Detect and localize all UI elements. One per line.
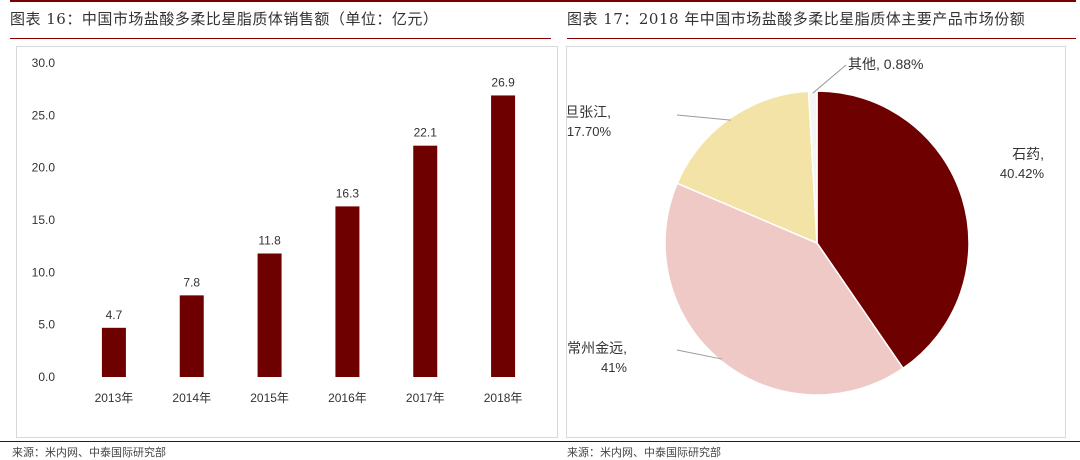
leader-line — [676, 114, 731, 121]
x-tick-label: 2017年 — [406, 391, 445, 405]
x-tick-label: 2018年 — [484, 391, 523, 405]
y-tick-label: 20.0 — [32, 161, 56, 175]
bar — [335, 206, 360, 377]
data-label: 11.8 — [258, 233, 281, 247]
slice-label: 石药, — [1012, 146, 1044, 162]
slice-percent: 17.70% — [567, 124, 611, 139]
slice-label: 其他, 0.88% — [848, 56, 923, 72]
bar-chart: 0.0 5.0 10.0 15.0 20.0 25.0 30.0 4.7 2013年 7.8 201… — [32, 56, 523, 405]
bar — [101, 327, 126, 377]
figure-16-title: 图表 16：中国市场盐酸多柔比星脂质体销售额（单位：亿元） — [10, 10, 439, 28]
x-tick-label: 2014年 — [172, 391, 211, 405]
pie-slice — [676, 90, 818, 245]
x-tick-label: 2015年 — [250, 391, 289, 405]
bottom-rule — [0, 441, 1080, 442]
y-tick-label: 30.0 — [32, 56, 56, 70]
data-label: 26.9 — [491, 75, 515, 89]
pie-slice — [664, 182, 905, 396]
slice-percent: 41% — [601, 360, 627, 375]
top-rule — [10, 0, 1076, 2]
slice-percent: 40.42% — [1000, 166, 1045, 181]
data-label: 22.1 — [414, 126, 438, 140]
source-left: 来源：米内网、中泰国际研究部 — [12, 446, 166, 459]
title-rule-left — [10, 38, 551, 39]
y-tick-label: 25.0 — [32, 108, 56, 122]
data-label: 7.8 — [183, 275, 200, 289]
pie-slice — [807, 90, 818, 244]
x-tick-label: 2013年 — [95, 391, 134, 405]
y-tick-label: 10.0 — [32, 265, 56, 279]
x-tick-label: 2016年 — [328, 391, 367, 405]
title-rule-right — [567, 38, 1076, 39]
pie-chart-panel: 石药, 40.42% 常州金远, 41% 复旦张江, 17.70% 其他, 0.88% — [551, 46, 1066, 438]
bar — [413, 145, 438, 377]
leader-line — [812, 64, 847, 94]
slice-label: 常州金远, — [567, 340, 627, 356]
data-label: 16.3 — [336, 186, 360, 200]
data-label: 4.7 — [106, 308, 123, 322]
bar — [179, 295, 204, 377]
figure-17-title: 图表 17：2018 年中国市场盐酸多柔比星脂质体主要产品市场份额 — [567, 10, 1026, 28]
y-tick-label: 15.0 — [32, 213, 56, 227]
source-right: 来源：米内网、中泰国际研究部 — [567, 446, 721, 459]
bar — [491, 95, 516, 378]
slice-label: 复旦张江, — [567, 104, 611, 120]
pie-chart: 石药, 40.42% 常州金远, 41% 复旦张江, 17.70% 其他, 0.88% — [551, 56, 1045, 396]
bar — [257, 253, 282, 377]
leader-line — [676, 349, 723, 360]
y-tick-label: 0.0 — [38, 370, 55, 384]
pie-slice — [816, 90, 970, 370]
bar-chart-panel: 0.0 5.0 10.0 15.0 20.0 25.0 30.0 4.7 2013年 7.8 201… — [16, 46, 558, 438]
y-tick-label: 5.0 — [38, 318, 55, 332]
